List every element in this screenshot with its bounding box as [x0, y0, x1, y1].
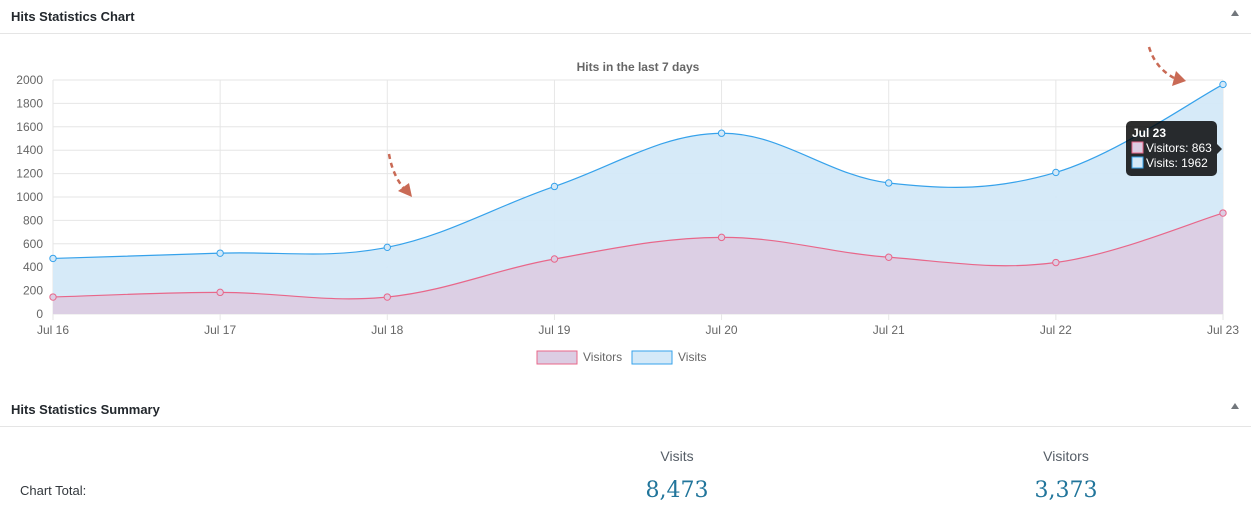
- visits-point[interactable]: [383, 243, 391, 252]
- visits-point[interactable]: [49, 254, 57, 263]
- visitors-total-value: 3,373: [1034, 478, 1098, 503]
- collapse-toggle-icon[interactable]: [1231, 403, 1239, 409]
- x-tick-label: Jul 19: [538, 323, 570, 337]
- x-tick-label: Jul 16: [37, 323, 69, 337]
- annotation-arrow-icon: [1147, 46, 1179, 82]
- visitors-point[interactable]: [1052, 258, 1060, 267]
- visits-point[interactable]: [216, 249, 224, 257]
- visits-legend-label[interactable]: Visits: [678, 350, 706, 364]
- y-tick-label: 400: [23, 260, 43, 274]
- visits-point[interactable]: [717, 129, 726, 137]
- tooltip-caret-icon: [1217, 144, 1222, 154]
- visitors-point[interactable]: [1219, 209, 1227, 217]
- visitors-point[interactable]: [717, 233, 726, 242]
- y-tick-label: 800: [23, 213, 43, 227]
- visitors-area: [53, 213, 1223, 314]
- x-tick-label: Jul 20: [706, 323, 738, 337]
- visitors-column-header: Visitors: [1043, 448, 1089, 464]
- chart-panel-header: Hits Statistics Chart: [0, 0, 1251, 34]
- visitors-legend-label[interactable]: Visitors: [583, 350, 622, 364]
- summary-panel-title: Hits Statistics Summary: [11, 402, 160, 417]
- tooltip-title: Jul 23: [1132, 126, 1166, 140]
- visitors-point[interactable]: [550, 255, 559, 263]
- x-tick-label: Jul 23: [1207, 323, 1239, 337]
- visits-point[interactable]: [885, 179, 893, 187]
- visitors-point[interactable]: [49, 293, 57, 301]
- visits-legend-swatch[interactable]: [631, 350, 673, 365]
- y-tick-label: 0: [36, 307, 43, 321]
- x-tick-label: Jul 22: [1040, 323, 1072, 337]
- collapse-toggle-icon[interactable]: [1231, 10, 1239, 16]
- visitors-legend-swatch[interactable]: [536, 350, 578, 365]
- visits-total-value: 8,473: [645, 478, 709, 503]
- y-tick-label: 1600: [16, 120, 43, 134]
- visits-column-header: Visits: [660, 448, 694, 464]
- visitors-point[interactable]: [216, 288, 224, 297]
- x-tick-label: Jul 18: [371, 323, 403, 337]
- visitors-line: [52, 212, 1224, 300]
- visits-line: [52, 83, 1224, 260]
- chart-panel-title: Hits Statistics Chart: [11, 9, 135, 24]
- chart-total-label: Chart Total:: [20, 483, 87, 498]
- visitors-point[interactable]: [885, 253, 893, 261]
- tooltip-line: Visitors: 863: [1146, 141, 1212, 155]
- y-tick-label: 600: [23, 237, 43, 251]
- tooltip-line: Visits: 1962: [1146, 156, 1208, 170]
- hits-chart: Hits in the last 7 days 0 200 400 600 800 1000…: [16, 46, 1239, 365]
- y-tick-label: 1000: [16, 190, 43, 204]
- y-tick-label: 2000: [16, 73, 43, 87]
- annotation-arrowhead-icon: [398, 183, 412, 197]
- y-tick-label: 200: [23, 284, 43, 298]
- x-tick-label: Jul 21: [873, 323, 905, 337]
- visits-area: [53, 84, 1223, 314]
- y-tick-label: 1400: [16, 143, 43, 157]
- tooltip-box: [1126, 121, 1217, 176]
- chart-title: Hits in the last 7 days: [577, 60, 700, 74]
- visits-point[interactable]: [1219, 80, 1227, 89]
- y-tick-label: 1200: [16, 167, 43, 181]
- summary-panel-header: Hits Statistics Summary: [0, 393, 1251, 427]
- annotation-arrowhead-icon: [1172, 71, 1186, 86]
- y-tick-label: 1800: [16, 96, 43, 110]
- x-tick-label: Jul 17: [204, 323, 236, 337]
- tooltip-swatch: [1131, 156, 1144, 169]
- visits-point[interactable]: [1052, 168, 1060, 177]
- visitors-point[interactable]: [383, 293, 391, 301]
- tooltip-swatch: [1131, 141, 1144, 154]
- visits-point[interactable]: [550, 182, 559, 191]
